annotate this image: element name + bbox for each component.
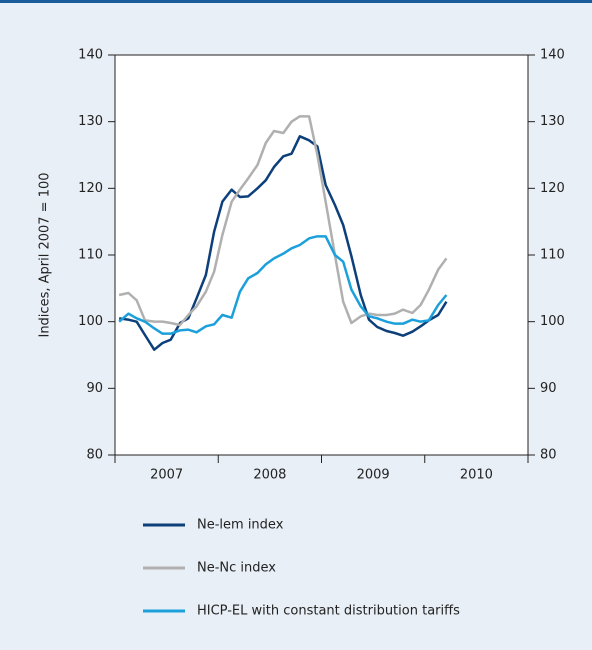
top-rule bbox=[0, 0, 592, 3]
y2-tick-label: 80 bbox=[540, 448, 557, 463]
y2-tick-label: 130 bbox=[540, 114, 565, 129]
legend-label: Ne-lem index bbox=[197, 518, 284, 533]
plot-area bbox=[114, 54, 529, 456]
y2-tick-label: 120 bbox=[540, 181, 565, 196]
x-tick-label: 2007 bbox=[150, 468, 183, 483]
y-tick-label: 100 bbox=[78, 314, 103, 329]
y-tick-label: 90 bbox=[86, 381, 103, 396]
series-line bbox=[118, 135, 448, 351]
y-tick-label: 80 bbox=[86, 448, 103, 463]
y-tick-label: 140 bbox=[78, 48, 103, 63]
y-tick-label: 130 bbox=[78, 114, 103, 129]
y2-tick-label: 140 bbox=[540, 48, 565, 63]
x-tick-label: 2010 bbox=[460, 468, 493, 483]
legend-label: HICP-EL with constant distribution tarif… bbox=[197, 604, 460, 619]
y-tick-label: 110 bbox=[78, 248, 103, 263]
y2-tick-label: 100 bbox=[540, 314, 565, 329]
y-axis-label: Indices, April 2007 = 100 bbox=[38, 172, 53, 337]
y2-tick-label: 90 bbox=[540, 381, 557, 396]
y2-tick-label: 110 bbox=[540, 248, 565, 263]
legend-label: Ne-Nc index bbox=[197, 561, 276, 576]
series-line bbox=[118, 115, 448, 327]
x-tick-label: 2008 bbox=[253, 468, 286, 483]
series-line bbox=[118, 235, 448, 335]
x-tick-label: 2009 bbox=[357, 468, 390, 483]
y-tick-label: 120 bbox=[78, 181, 103, 196]
